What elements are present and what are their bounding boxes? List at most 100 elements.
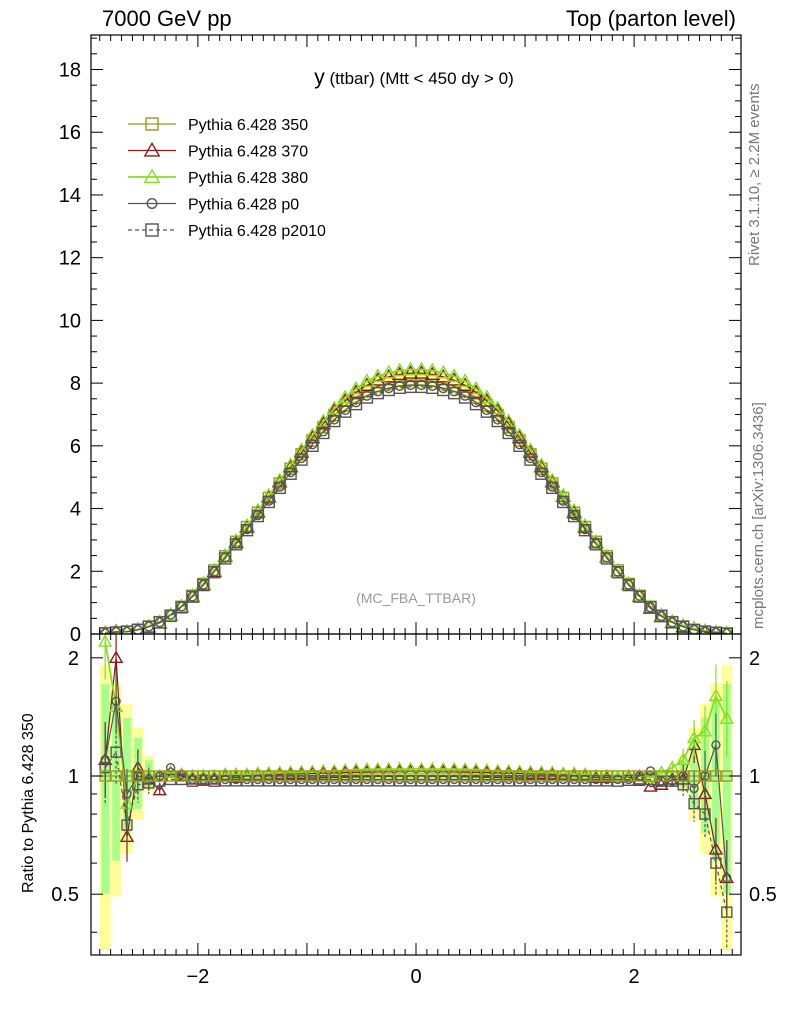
data-point	[446, 371, 462, 386]
ratio-point	[436, 761, 451, 775]
ratio-reference-point	[612, 770, 624, 782]
data-point	[164, 609, 177, 623]
ratio-point	[122, 789, 132, 799]
ratio-reference-point	[339, 770, 351, 782]
data-point	[458, 391, 472, 404]
data-point	[511, 429, 528, 444]
data-point	[710, 624, 722, 634]
y-tick-label: 0	[70, 624, 81, 646]
data-point	[480, 405, 494, 418]
ratio-tick-label-right: 0.5	[749, 884, 777, 906]
ratio-point	[187, 774, 198, 785]
ratio-reference-point	[688, 770, 700, 782]
ratio-tick-label-right: 1	[749, 766, 760, 788]
data-point	[383, 383, 394, 394]
data-point	[557, 495, 570, 509]
ratio-tick-label-left: 0.5	[51, 884, 79, 906]
data-point	[162, 607, 179, 621]
y-tick-label: 4	[70, 499, 81, 521]
ratio-point	[392, 761, 407, 775]
data-point	[502, 426, 515, 440]
ratio-reference-point	[503, 770, 515, 782]
ratio-uncertainty-bands	[99, 664, 733, 951]
y-tick-label: 2	[70, 561, 81, 583]
ratio-reference-point	[535, 770, 548, 782]
ratio-tick-label-right: 2	[749, 648, 760, 670]
ratio-reference-point	[492, 770, 504, 782]
data-point	[623, 579, 634, 590]
data-point	[154, 616, 165, 628]
ratio-point	[566, 766, 582, 779]
data-point	[655, 609, 668, 623]
plot-title-rest: (ttbar) (Mtt < 450 dy > 0)	[324, 69, 514, 88]
ratio-point	[414, 761, 429, 775]
data-point	[611, 566, 624, 579]
data-point	[535, 467, 548, 480]
ratio-point	[677, 779, 689, 791]
ratio-point	[348, 762, 364, 776]
ratio-point	[613, 774, 623, 785]
x-tick-label: −2	[186, 966, 209, 988]
ratio-point	[700, 771, 710, 781]
data-point	[644, 601, 657, 614]
y-tick-label: 16	[59, 122, 81, 144]
y-tick-label: 18	[59, 59, 81, 81]
legend-marker	[143, 141, 161, 157]
data-point	[416, 379, 427, 391]
ratio-reference-point	[437, 770, 449, 782]
ratio-point	[326, 765, 342, 779]
ratio-reference-point	[590, 770, 602, 782]
data-point	[317, 426, 330, 440]
ratio-point	[708, 688, 724, 702]
data-point	[424, 366, 441, 380]
ratio-reference-point	[524, 770, 537, 782]
data-point	[293, 444, 310, 458]
data-point	[99, 624, 111, 634]
y-tick-label: 14	[59, 185, 81, 207]
y-tick-label: 6	[70, 436, 81, 458]
ratio-plot-frame	[90, 633, 742, 956]
ratio-point	[697, 723, 713, 737]
data-point	[187, 591, 198, 602]
legend-label: Pythia 6.428 350	[188, 117, 308, 134]
data-point	[678, 621, 689, 632]
data-point	[491, 414, 504, 428]
data-point	[273, 481, 286, 495]
data-point	[413, 361, 430, 376]
ratio-point	[132, 779, 144, 791]
data-point	[394, 380, 405, 392]
ratio-point	[272, 765, 287, 778]
plot-title-y: y	[314, 66, 325, 89]
ratio-reference-point	[383, 770, 395, 782]
ratio-point	[446, 761, 462, 775]
ratio-reference-point	[579, 770, 591, 782]
ratio-point	[111, 696, 121, 706]
main-band-yellow	[99, 632, 111, 634]
data-point	[282, 457, 299, 471]
data-point	[229, 538, 243, 551]
ratio-point	[699, 808, 711, 820]
ratio-reference-point	[655, 770, 668, 782]
ratio-reference-point	[677, 770, 689, 782]
ratio-reference-point	[622, 770, 635, 782]
data-point	[699, 626, 711, 634]
data-point	[262, 495, 275, 509]
data-point	[143, 621, 154, 632]
data-point	[348, 380, 364, 395]
ratio-point	[239, 766, 255, 780]
ratio-point	[686, 730, 702, 744]
data-point	[391, 366, 408, 380]
data-point	[522, 442, 539, 456]
data-point	[402, 365, 419, 379]
ratio-reference-point	[557, 770, 569, 782]
ratio-reference-point	[350, 770, 362, 782]
ratio-reference-point	[513, 770, 526, 782]
ratio-line-0	[104, 657, 728, 879]
ratio-reference-point	[459, 770, 471, 782]
ratio-point	[217, 766, 233, 780]
ratio-reference-point	[110, 770, 122, 782]
ratio-series-lines	[91, 634, 741, 950]
ratio-reference-point	[699, 770, 711, 782]
